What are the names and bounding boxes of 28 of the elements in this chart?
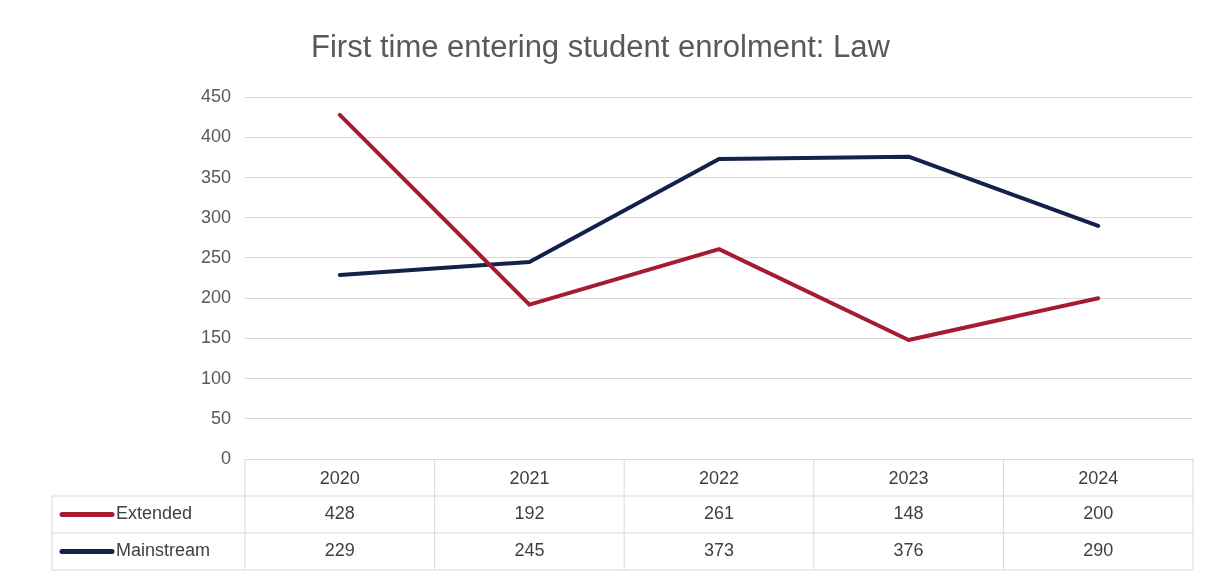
data-label: 261 bbox=[703, 503, 735, 524]
y-tick-label: 150 bbox=[200, 327, 231, 348]
x-tick-label: 2022 bbox=[698, 467, 740, 488]
data-label: 229 bbox=[324, 540, 355, 561]
y-tick-label: 50 bbox=[210, 407, 231, 428]
legend-label: Extended bbox=[116, 503, 193, 524]
y-tick-label: 450 bbox=[200, 86, 231, 107]
data-label: 290 bbox=[1083, 540, 1114, 561]
y-tick-label: 300 bbox=[200, 206, 231, 227]
data-label: 200 bbox=[1083, 503, 1114, 524]
y-tick-label: 100 bbox=[200, 367, 231, 388]
data-label: 376 bbox=[893, 540, 924, 561]
legend-label: Mainstream bbox=[116, 540, 211, 561]
x-tick-label: 2024 bbox=[1078, 467, 1119, 488]
data-label: 245 bbox=[514, 540, 545, 561]
y-tick-label: 250 bbox=[200, 246, 231, 267]
x-tick-label: 2021 bbox=[509, 467, 550, 488]
data-label: 192 bbox=[514, 503, 545, 524]
x-tick-label: 2023 bbox=[888, 467, 929, 488]
x-tick-label: 2020 bbox=[319, 467, 360, 488]
data-label: 428 bbox=[324, 503, 355, 524]
y-tick-label: 0 bbox=[220, 447, 231, 468]
data-label: 148 bbox=[893, 503, 924, 524]
y-tick-label: 400 bbox=[200, 126, 231, 147]
data-label: 373 bbox=[703, 540, 735, 561]
y-tick-label: 200 bbox=[200, 287, 231, 308]
y-tick-label: 350 bbox=[200, 166, 231, 187]
chart-title: First time entering student enrolment: Law bbox=[311, 29, 891, 65]
